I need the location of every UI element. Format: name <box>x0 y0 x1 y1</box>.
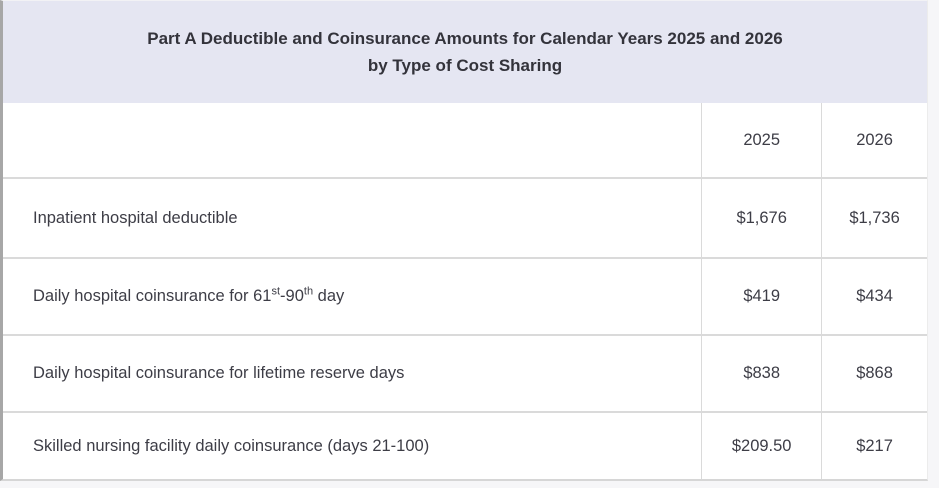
table-row: Skilled nursing facility daily coinsuran… <box>3 411 927 479</box>
row-label: Skilled nursing facility daily coinsuran… <box>33 436 430 455</box>
value-2026: $1,736 <box>821 179 927 257</box>
table-title-line-1: Part A Deductible and Coinsurance Amount… <box>147 29 783 48</box>
value-2026: $868 <box>821 336 927 411</box>
row-label: Daily hospital coinsurance for 61st-90th… <box>3 259 701 334</box>
value-2025: $209.50 <box>701 413 821 479</box>
row-label: Inpatient hospital deductible <box>33 208 238 227</box>
header-empty-cell <box>3 103 701 177</box>
table-row: Daily hospital coinsurance for 61st-90th… <box>3 257 927 334</box>
table-row: Inpatient hospital deductible $1,676 $1,… <box>3 177 927 257</box>
row-label-text: Daily hospital coinsurance for 61st-90th… <box>33 285 345 305</box>
value-2025: $838 <box>701 336 821 411</box>
table-row: Daily hospital coinsurance for lifetime … <box>3 334 927 411</box>
header-year-2026: 2026 <box>821 103 927 177</box>
value-2026: $434 <box>821 259 927 334</box>
table-title: Part A Deductible and Coinsurance Amount… <box>3 1 927 103</box>
table-title-line-2: by Type of Cost Sharing <box>367 56 563 75</box>
value-2026: $217 <box>821 413 927 479</box>
value-2025: $1,676 <box>701 179 821 257</box>
value-2025: $419 <box>701 259 821 334</box>
ordinal-superscript: th <box>303 285 314 298</box>
ordinal-superscript: st <box>271 285 281 298</box>
row-label: Daily hospital coinsurance for lifetime … <box>33 364 405 382</box>
part-a-cost-sharing-table: Part A Deductible and Coinsurance Amount… <box>0 0 928 481</box>
header-year-2025: 2025 <box>701 103 821 177</box>
table-header-row: 2025 2026 <box>3 103 927 177</box>
